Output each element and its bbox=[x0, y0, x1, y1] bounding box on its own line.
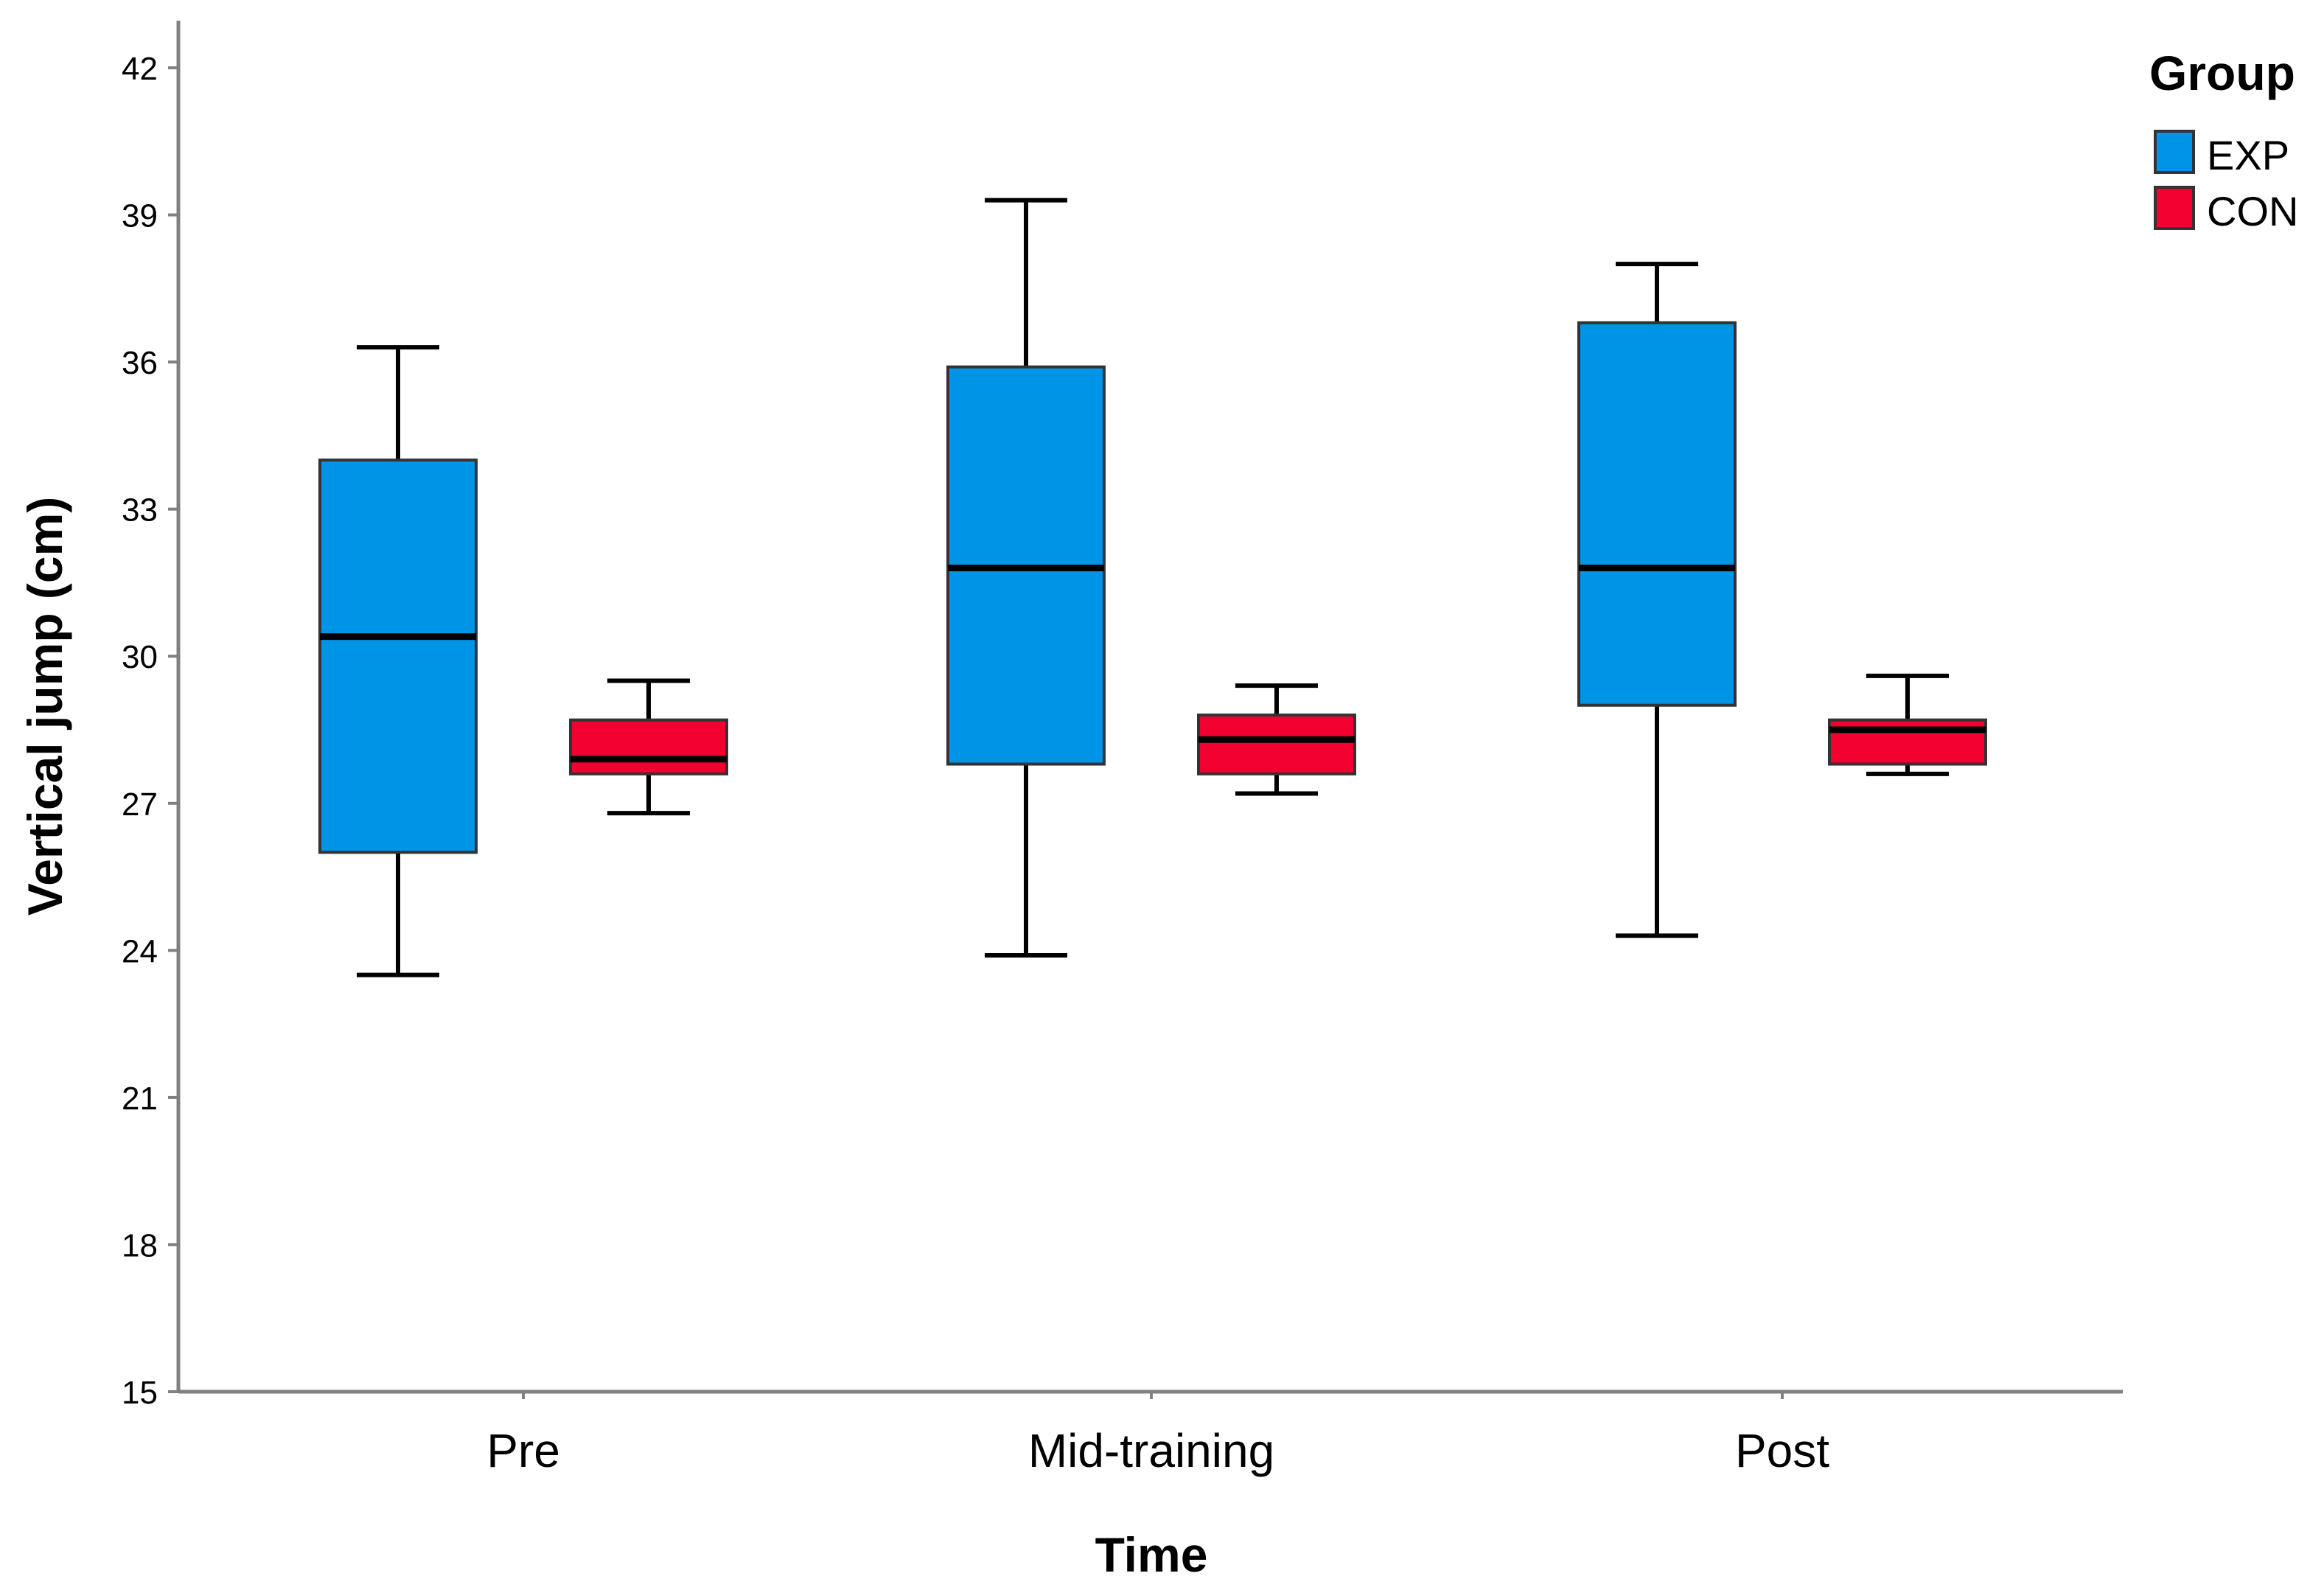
x-tick-label-post: Post bbox=[1735, 1424, 1829, 1477]
iqr-box-con-1 bbox=[1197, 714, 1356, 775]
x-tick-label-mid-training: Mid-training bbox=[1028, 1424, 1274, 1477]
legend-label-exp: EXP bbox=[2207, 132, 2289, 178]
legend-swatch-con bbox=[2154, 186, 2195, 230]
box-exp-0 bbox=[318, 345, 478, 977]
y-tick-label-27: 27 bbox=[122, 787, 158, 823]
iqr-box-exp-2 bbox=[1577, 321, 1737, 707]
iqr-box-con-0 bbox=[569, 718, 728, 775]
y-axis: 15 18 21 24 27 30 33 36 39 42 bbox=[122, 21, 181, 1411]
y-tick-label-24: 24 bbox=[122, 933, 158, 969]
box-exp-2 bbox=[1577, 262, 1737, 938]
y-tick-label-30: 30 bbox=[122, 639, 158, 675]
y-tick-label-15: 15 bbox=[122, 1375, 158, 1411]
x-axis: Pre Mid-training Post bbox=[178, 1389, 2123, 1477]
box-exp-1 bbox=[946, 198, 1106, 958]
y-tick-label-21: 21 bbox=[122, 1081, 158, 1117]
y-tick-label-42: 42 bbox=[122, 51, 158, 87]
y-tick-label-18: 18 bbox=[122, 1227, 158, 1263]
boxes bbox=[318, 198, 1987, 977]
box-con-0 bbox=[569, 678, 728, 816]
iqr-box-exp-0 bbox=[318, 458, 478, 854]
legend-title: Group bbox=[2149, 46, 2295, 100]
legend: Group EXP CON bbox=[2149, 46, 2298, 234]
y-tick-label-33: 33 bbox=[122, 492, 158, 529]
y-tick-label-39: 39 bbox=[122, 198, 158, 234]
x-tick-label-pre: Pre bbox=[486, 1424, 560, 1477]
y-axis-title: Vertical jump (cm) bbox=[18, 497, 72, 916]
y-tick-label-36: 36 bbox=[122, 345, 158, 381]
box-con-1 bbox=[1197, 683, 1356, 796]
legend-swatch-exp bbox=[2154, 130, 2195, 174]
box-con-2 bbox=[1828, 673, 1987, 776]
legend-label-con: CON bbox=[2207, 188, 2298, 234]
x-axis-title: Time bbox=[1095, 1527, 1208, 1582]
